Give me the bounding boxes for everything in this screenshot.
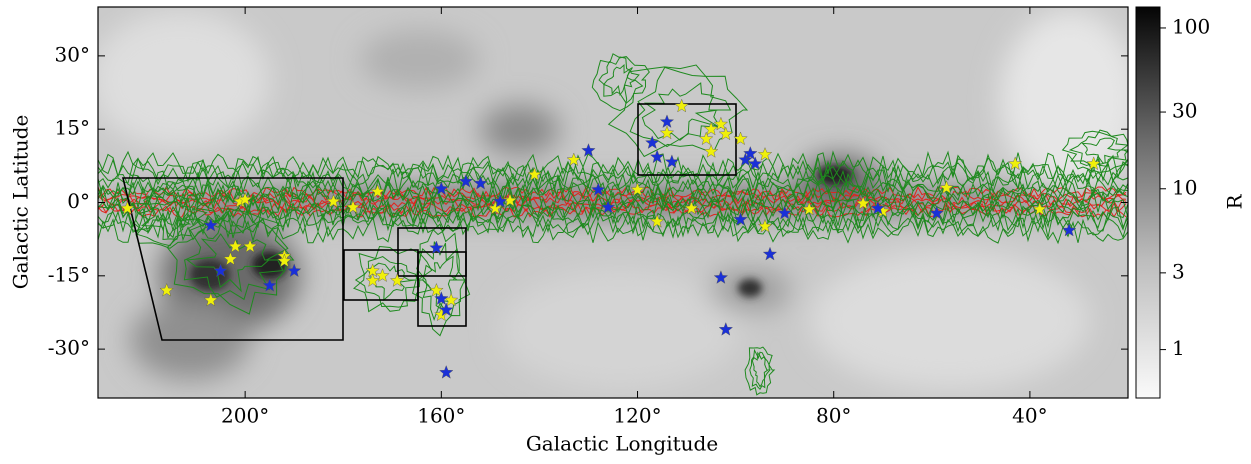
y-tick-label: -30° [48, 336, 90, 360]
x-tick-label: 40° [1012, 404, 1047, 428]
x-tick-label: 200° [221, 404, 269, 428]
x-axis-label: Galactic Longitude [526, 432, 718, 456]
chart: Galactic Longitude Galactic Latitude R 2… [0, 0, 1251, 460]
colorbar [1136, 7, 1160, 398]
y-tick-label: 0° [67, 189, 90, 213]
y-tick-label: 30° [55, 42, 90, 66]
colorbar-tick-label: 100 [1172, 14, 1210, 38]
colorbar-tick-label: 30 [1172, 99, 1197, 123]
colorbar-tick-label: 10 [1172, 175, 1197, 199]
x-tick-label: 160° [417, 404, 465, 428]
colorbar-label: R [1223, 194, 1247, 210]
y-tick-label: -15° [48, 262, 90, 286]
y-axis-label: Galactic Latitude [9, 115, 33, 290]
colorbar-tick-label: 3 [1172, 259, 1185, 283]
x-tick-label: 80° [816, 404, 851, 428]
colorbar-tick-label: 1 [1172, 336, 1185, 360]
x-tick-label: 120° [613, 404, 661, 428]
y-tick-label: 15° [55, 116, 90, 140]
